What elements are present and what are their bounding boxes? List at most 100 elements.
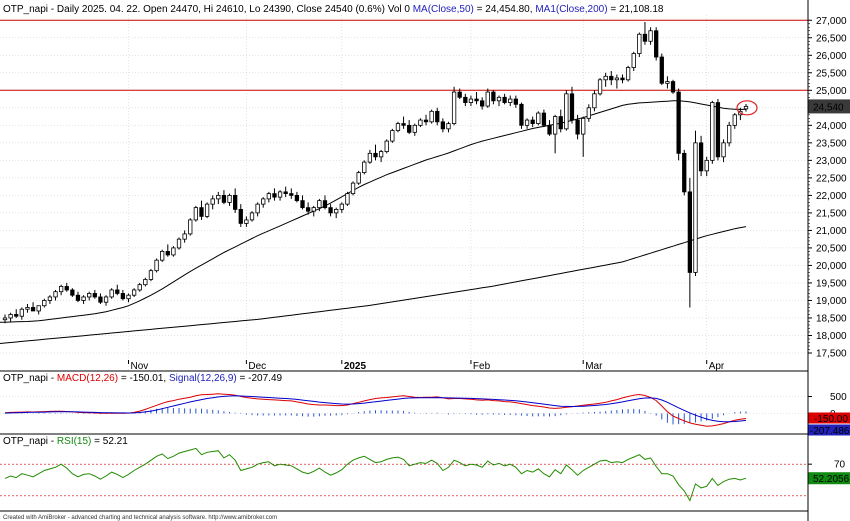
candle-up — [8, 314, 13, 319]
candle-up — [597, 79, 603, 95]
candle-up — [496, 96, 502, 102]
candle-up — [216, 194, 221, 200]
date-tick-label: 2025 — [344, 361, 367, 372]
date-tick-label: Feb — [473, 361, 491, 372]
candle-down — [558, 116, 563, 130]
candle-down — [670, 81, 676, 93]
macd-value-box — [808, 412, 850, 424]
candle-down — [698, 142, 704, 172]
candle-down — [440, 121, 446, 130]
candle-down — [620, 77, 625, 81]
candle-down — [682, 152, 687, 193]
candle-down — [463, 96, 468, 103]
candle-up — [614, 77, 620, 81]
candle-up — [552, 116, 558, 135]
candle-up — [395, 123, 401, 131]
candle-down — [407, 124, 412, 133]
price-tick-label: 20,000 — [816, 261, 847, 272]
candle-down — [659, 56, 664, 84]
candle-down — [457, 91, 462, 98]
date-x-axis: Nov Dec 2025 Feb Mar Apr — [128, 360, 725, 372]
candle-down — [300, 200, 305, 209]
candle-up — [356, 172, 361, 184]
candle-up — [19, 308, 24, 317]
candle-down — [305, 207, 311, 212]
candle-up — [81, 296, 86, 301]
candle-up — [210, 198, 215, 205]
candle-up — [126, 294, 131, 300]
candle-up — [648, 30, 653, 42]
candle-up — [625, 67, 631, 81]
macd-plot-area[interactable] — [4, 393, 747, 427]
price-tick-label: 25,000 — [816, 86, 847, 97]
price-tick-label: 26,500 — [816, 33, 847, 44]
candle-up — [47, 296, 53, 301]
candle-up — [743, 106, 749, 110]
candle-down — [569, 93, 575, 121]
footer-credit: Created with AmiBroker - advanced charti… — [3, 515, 277, 521]
price-tick-label: 27,000 — [816, 16, 847, 27]
candle-up — [87, 293, 92, 298]
price-tick-label: 23,500 — [816, 138, 847, 149]
candle-down — [373, 152, 378, 158]
candle-down — [687, 191, 693, 273]
candle-up — [581, 117, 586, 135]
candle-up — [586, 107, 591, 119]
candle-up — [103, 296, 109, 303]
candle-down — [676, 91, 681, 154]
candle-up — [244, 219, 249, 224]
ma200-line — [0, 226, 747, 344]
candle-down — [70, 289, 75, 296]
candle-up — [204, 203, 210, 217]
candle-down — [328, 207, 333, 214]
date-tick-label: Nov — [131, 361, 149, 372]
candle-down — [642, 33, 648, 42]
price-tick-label: 24,000 — [816, 121, 847, 132]
candle-up — [182, 233, 187, 240]
ma50-line — [0, 100, 746, 323]
candle-down — [199, 207, 204, 217]
candle-up — [524, 119, 530, 126]
candle-down — [654, 30, 659, 58]
price-tick-label: 17,500 — [816, 348, 847, 359]
date-tick-label: Mar — [585, 361, 603, 372]
signal-line — [4, 395, 747, 423]
candle-up — [171, 247, 176, 256]
candle-down — [92, 293, 97, 298]
candle-down — [75, 294, 81, 301]
candle-up — [131, 289, 137, 296]
rsi-tick-label: 70 — [834, 460, 846, 471]
candle-down — [519, 103, 524, 126]
candle-up — [367, 152, 373, 163]
macd-value-label: -150.00 — [814, 414, 848, 425]
price-grid — [0, 15, 808, 371]
candle-down — [14, 314, 19, 317]
candle-down — [502, 96, 507, 103]
candle-up — [36, 305, 41, 312]
candle-up — [451, 91, 457, 124]
signal-value-box — [808, 424, 850, 436]
rsi-panel-title: OTP_napi - RSI(15) = 52.21 — [3, 436, 128, 447]
price-tick-label: 26,000 — [816, 51, 847, 62]
price-tick-label: 18,000 — [816, 331, 847, 342]
candle-up — [193, 207, 199, 221]
rsi-plot-area[interactable] — [4, 447, 747, 502]
candle-up — [727, 124, 732, 144]
candle-up — [266, 193, 271, 200]
candle-up — [536, 112, 541, 124]
candle-down — [115, 289, 120, 294]
candle-down — [165, 251, 170, 256]
candle-up — [176, 238, 182, 249]
candle-up — [154, 259, 159, 272]
candle-up — [188, 219, 193, 235]
candle-up — [592, 93, 597, 109]
price-panel-title: OTP_napi - Daily 2025. 04. 22. Open 2447… — [3, 4, 664, 15]
date-tick-label: Apr — [709, 361, 725, 372]
candle-up — [227, 194, 232, 203]
candle-up — [311, 207, 316, 212]
price-tick-label: 20,500 — [816, 243, 847, 254]
price-tick-label: 19,000 — [816, 296, 847, 307]
candle-up — [665, 81, 670, 84]
price-plot-area[interactable] — [0, 19, 808, 350]
